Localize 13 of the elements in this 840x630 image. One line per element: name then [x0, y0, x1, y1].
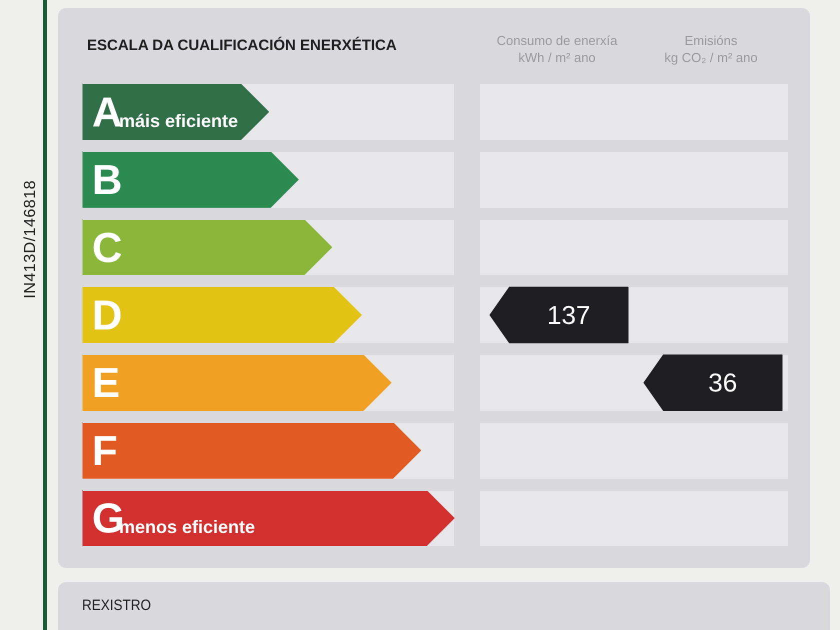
- chart-title: ESCALA DA CUALIFICACIÓN ENERXÉTICA: [87, 36, 397, 54]
- y-tick-label: F: [92, 426, 118, 474]
- text: IN413D/146818: [22, 180, 40, 299]
- data-label: 36: [708, 368, 738, 398]
- y-tick-label: D: [92, 292, 122, 338]
- x-tick-label: Consumo de enerxía kWh / m² ano: [496, 33, 618, 65]
- y-tick-label: B: [92, 156, 122, 204]
- x-tick-label: Emisións kg CO₂ / m² ano: [664, 33, 758, 65]
- text: REXISTRO: [82, 597, 152, 614]
- y-tick-label: E: [92, 359, 120, 406]
- annotation: máis eficiente: [119, 110, 238, 131]
- y-tick-label: C: [92, 224, 122, 271]
- data-label: 137: [547, 300, 590, 330]
